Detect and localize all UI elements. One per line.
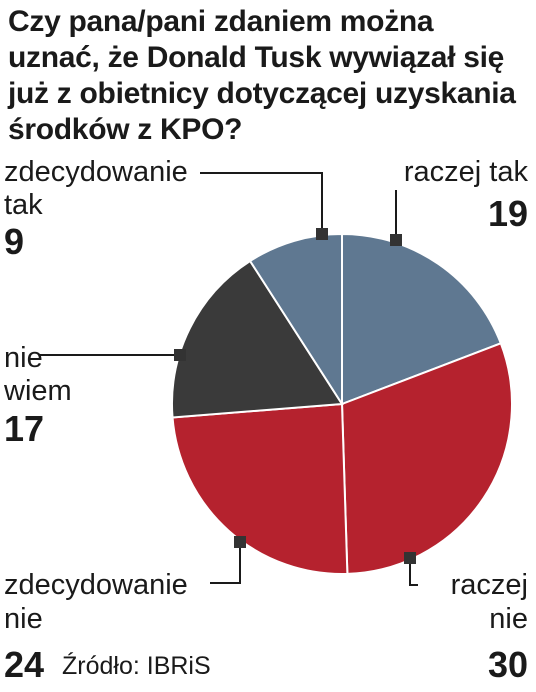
pie-slice-nie-wiem [171, 259, 344, 419]
value-zdecydowanie-nie: 24 [4, 644, 45, 685]
label-nie-wiem-line1: nie [4, 342, 43, 374]
source-note: Źródło: IBRiS [62, 652, 211, 680]
pie-slice-raczej-nie [340, 342, 513, 575]
leader-markers [174, 228, 416, 564]
leader-line-zdecydowanie-nie [210, 542, 241, 584]
label-zdecydowanie-nie-line2: nie [4, 603, 43, 635]
pie-slice-zdecydowanie-nie [171, 402, 349, 575]
value-raczej-tak: 19 [487, 193, 528, 234]
leader-lines [40, 172, 418, 586]
pie-slice-zdecydowanie-tak [248, 232, 343, 408]
label-zdecydowanie-tak-line1: zdecydowanie [4, 156, 188, 188]
label-zdecydowanie-tak-line2: tak [4, 189, 43, 221]
leader-marker-raczej-tak [390, 234, 402, 246]
leader-marker-nie-wiem [174, 349, 186, 361]
label-zdecydowanie-nie-line1: zdecydowanie [4, 569, 188, 601]
label-nie-wiem-line2: wiem [4, 375, 72, 407]
pie-slices [171, 232, 513, 575]
label-raczej-nie-line2: nie [489, 603, 528, 635]
value-nie-wiem: 17 [4, 408, 45, 449]
leader-marker-raczej-nie [404, 552, 416, 564]
label-raczej-tak: raczej tak [403, 156, 528, 188]
leader-line-zdecydowanie-tak [200, 172, 323, 234]
value-zdecydowanie-tak: 9 [4, 221, 25, 262]
value-raczej-nie: 30 [487, 644, 528, 685]
label-raczej-nie-line1: raczej [450, 569, 528, 601]
leader-marker-zdecydowanie-nie [234, 536, 246, 548]
leader-line-raczej-nie [409, 558, 418, 586]
pie-slice-raczej-tak [341, 232, 503, 406]
chart-title: Czy pana/pani zdaniem można uznać, że Do… [8, 5, 516, 146]
leader-marker-zdecydowanie-tak [316, 228, 328, 240]
